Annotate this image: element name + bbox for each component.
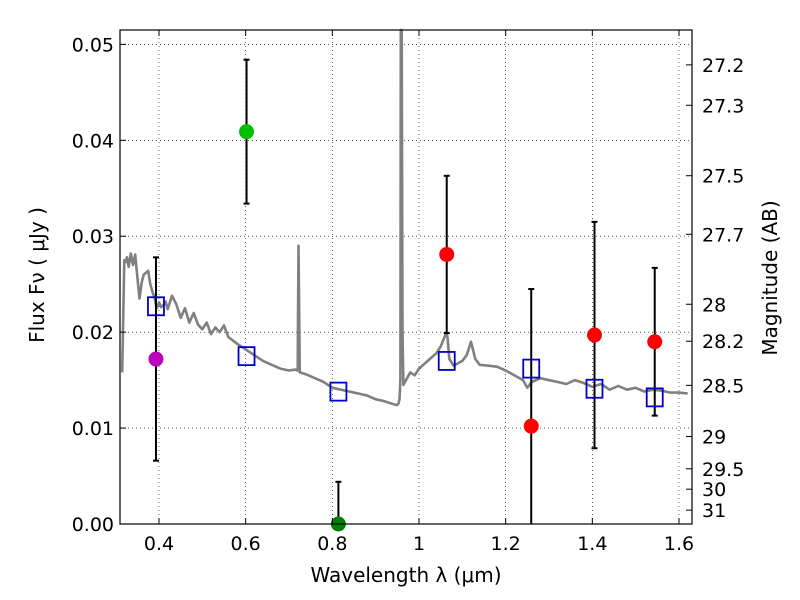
- y-tick-label: 0.05: [72, 34, 114, 56]
- mag-tick-label: 27.7: [702, 224, 744, 246]
- x-tick-label: 0.6: [231, 533, 261, 555]
- y-tick-label: 0.03: [72, 226, 114, 248]
- observed-point: [523, 418, 539, 434]
- y-tick-label: 0.01: [72, 418, 114, 440]
- y-axis-right-label: Magnitude (AB): [758, 200, 782, 355]
- y-tick-label: 0.02: [72, 322, 114, 344]
- model-point: [437, 351, 456, 371]
- model-point: [645, 387, 664, 408]
- mag-tick-label: 29.5: [702, 459, 744, 481]
- mag-tick-label: 28: [702, 294, 726, 316]
- mag-tick-label: 27.3: [702, 95, 744, 117]
- observed-point: [148, 351, 164, 367]
- observed-point: [587, 327, 602, 343]
- y-axis-label: Flux Fν ( μJy ): [25, 207, 49, 343]
- x-tick-label: 1.4: [577, 533, 607, 555]
- model-point: [522, 358, 541, 379]
- model-point: [585, 378, 604, 399]
- mag-tick-label: 31: [702, 500, 726, 522]
- observed-point: [239, 124, 255, 140]
- observed-point: [647, 334, 663, 350]
- x-tick-label: 1: [413, 533, 425, 555]
- y-tick-label: 0.00: [72, 514, 114, 536]
- mag-tick-label: 28.2: [702, 331, 744, 353]
- model-point: [329, 381, 348, 402]
- model-point: [147, 296, 165, 317]
- x-tick-label: 1.6: [664, 533, 694, 555]
- observed-point: [439, 246, 455, 262]
- mag-tick-label: 27.2: [702, 55, 744, 77]
- x-tick-label: 0.4: [144, 533, 174, 555]
- mag-tick-label: 28.5: [702, 375, 744, 397]
- mag-tick-label: 27.5: [702, 166, 744, 188]
- x-tick-label: 0.8: [317, 533, 347, 555]
- x-axis-label: Wavelength λ (μm): [310, 563, 501, 587]
- mag-tick-label: 30: [702, 479, 726, 501]
- mag-tick-label: 29: [702, 427, 726, 449]
- model-point: [237, 346, 256, 367]
- model-photometry-points: [147, 296, 664, 408]
- axis-ticks: 0.4 0.6 0.8 1 1.2 1.4 1.6 0.00 0.01 0.02 0.03 0.04 0…: [72, 30, 744, 555]
- plot-frame: [119, 29, 693, 525]
- y-tick-label: 0.04: [72, 130, 114, 152]
- x-tick-label: 1.2: [491, 533, 521, 555]
